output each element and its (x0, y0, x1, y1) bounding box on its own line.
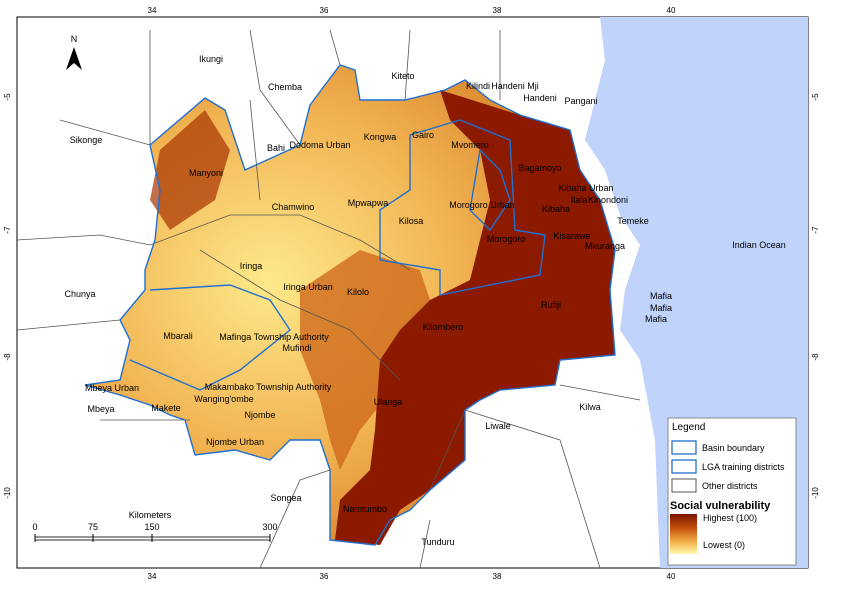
place-label: Chunya (64, 289, 95, 299)
scale-label: 0 (32, 522, 37, 532)
place-label: Bagamoyo (518, 163, 561, 173)
place-label: Kilindi (466, 81, 490, 91)
place-label: Kinondoni (588, 195, 628, 205)
legend-swatch (671, 440, 697, 455)
place-label: Bahi (267, 143, 285, 153)
district-boundaries (16, 29, 641, 569)
latitude-label: -10 (3, 487, 12, 499)
place-label: Mbeya Urban (85, 383, 139, 393)
place-label: Ilala (571, 195, 588, 205)
place-label: Dodoma Urban (289, 140, 350, 150)
longitude-label: 36 (320, 572, 329, 581)
place-label: Kisarawe (553, 231, 590, 241)
latitude-label: -7 (811, 226, 820, 234)
longitude-label: 38 (493, 572, 502, 581)
place-label: Namtumbo (343, 504, 387, 514)
longitude-label: 34 (148, 6, 157, 15)
place-label: Mafinga Township Authority (219, 332, 329, 342)
raster-ramp (670, 514, 697, 554)
place-label: Chamwino (272, 202, 315, 212)
place-label: Ikungi (199, 54, 223, 64)
place-label: Mbeya (87, 404, 114, 414)
latitude-label: -10 (811, 487, 820, 499)
high-vulnerability-area (300, 250, 440, 470)
legend-swatch (671, 459, 697, 474)
north-arrow-head (66, 47, 82, 70)
place-label: Mafia (650, 291, 672, 301)
longitude-label: 34 (148, 572, 157, 581)
scale-bar: Kilometers 0 75 150 300 (32, 510, 278, 542)
legend-item: Basin boundary (702, 443, 765, 453)
raster-high: Highest (100) (703, 513, 757, 523)
legend-title: Legend (672, 422, 705, 433)
place-label: Njombe Urban (206, 437, 264, 447)
place-label: Chemba (268, 82, 302, 92)
place-label: Morogoro (487, 234, 526, 244)
scale-label: 300 (262, 522, 277, 532)
place-label: Morogoro Urban (449, 200, 515, 210)
place-label: Ulanga (374, 397, 403, 407)
training-district-boundaries (84, 64, 616, 546)
place-label: Makambako Township Authority (205, 382, 332, 392)
place-label: Kilolo (347, 287, 369, 297)
north-label: N (71, 34, 78, 44)
place-label: Kibaha (542, 204, 570, 214)
latitude-label: -5 (811, 93, 820, 101)
place-label: Tunduru (421, 537, 454, 547)
latitude-label: -8 (3, 353, 12, 361)
place-label: Handeni Mji (491, 81, 539, 91)
place-label: Rufiji (541, 300, 561, 310)
place-label: Njombe (244, 410, 275, 420)
place-label: Makete (151, 403, 181, 413)
place-label: Kilombero (423, 322, 464, 332)
legend: Legend Basin boundary LGA training distr… (667, 417, 797, 566)
longitude-label: 38 (493, 6, 502, 15)
longitude-label: 36 (320, 6, 329, 15)
place-label: Handeni (523, 93, 557, 103)
place-label: Kibaha Urban (558, 183, 613, 193)
high-vulnerability-area (335, 90, 615, 545)
high-vulnerability-area (150, 110, 230, 230)
longitude-label: 40 (667, 6, 676, 15)
place-label: Temeke (617, 216, 649, 226)
legend-item: Other districts (702, 481, 758, 491)
place-label: Mvomero (451, 140, 489, 150)
north-arrow: N (66, 34, 82, 70)
place-label: Kongwa (364, 132, 397, 142)
place-label: Iringa (240, 261, 263, 271)
scale-title: Kilometers (129, 510, 172, 520)
scale-label: 75 (88, 522, 98, 532)
place-label: Mafia (645, 314, 667, 324)
place-label: Songea (270, 493, 301, 503)
place-label: Liwale (485, 421, 511, 431)
place-label: Mkuranga (585, 241, 625, 251)
legend-item: LGA training districts (702, 462, 785, 472)
longitude-label: 40 (667, 572, 676, 581)
place-label: Kilwa (579, 402, 601, 412)
place-label: Mufindi (282, 343, 311, 353)
place-label: Gairo (412, 130, 434, 140)
place-label: Indian Ocean (732, 240, 786, 250)
raster-title: Social vulnerability (670, 500, 771, 512)
place-label: Sikonge (70, 135, 103, 145)
place-label: Mbarali (163, 331, 193, 341)
place-label: Kiteto (391, 71, 414, 81)
place-label: Pangani (564, 96, 597, 106)
place-label: Wanging'ombe (194, 394, 253, 404)
raster-low: Lowest (0) (703, 540, 745, 550)
legend-swatch (671, 478, 697, 493)
place-label: Mpwapwa (348, 198, 389, 208)
place-label: Manyoni (189, 168, 223, 178)
place-label: Mafia (650, 303, 672, 313)
scale-label: 150 (144, 522, 159, 532)
latitude-label: -7 (3, 226, 12, 234)
latitude-label: -8 (811, 353, 820, 361)
place-label: Kilosa (399, 216, 424, 226)
place-label: Iringa Urban (283, 282, 333, 292)
latitude-label: -5 (3, 93, 12, 101)
